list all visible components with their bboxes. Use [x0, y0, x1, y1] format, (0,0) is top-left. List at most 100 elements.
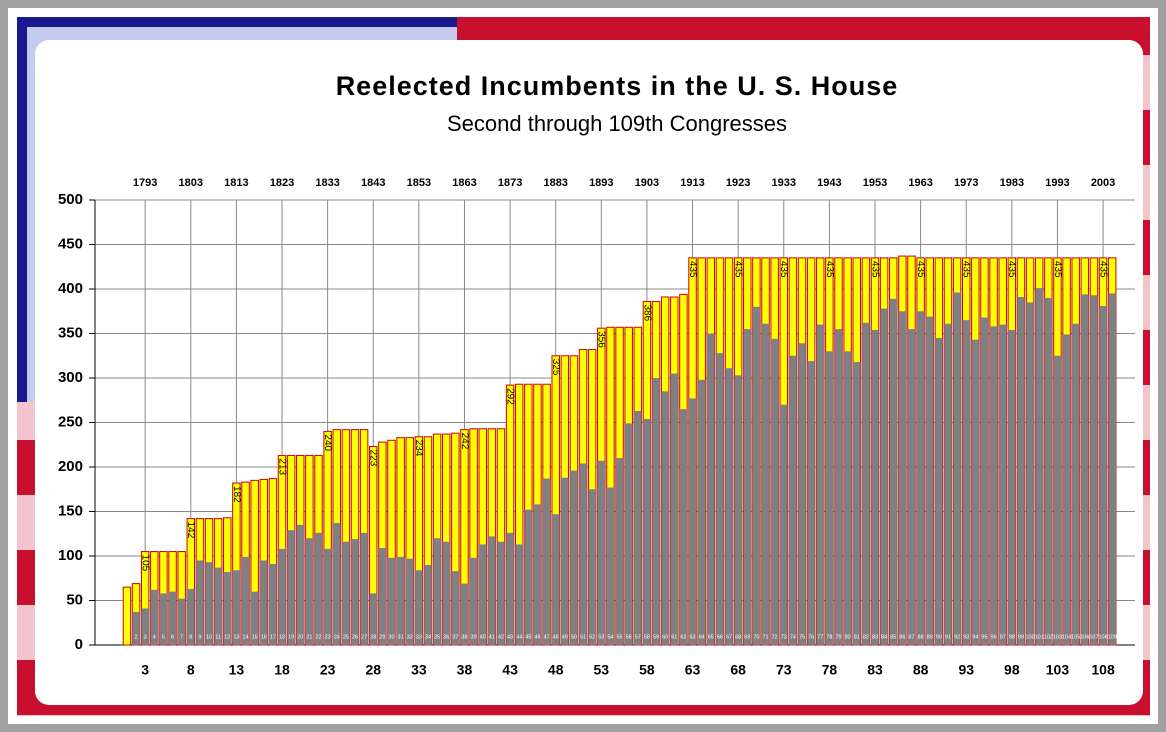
bar-number: 90: [936, 634, 942, 640]
value-label: 213: [276, 458, 287, 475]
bar: [1072, 324, 1079, 645]
bar: [917, 311, 924, 645]
bar-number: 101: [1035, 634, 1044, 640]
bar-number: 12: [224, 634, 230, 640]
x-tick-label: 68: [730, 662, 746, 678]
value-label: 435: [915, 261, 926, 278]
value-label: 105: [140, 555, 151, 572]
bar: [588, 489, 595, 645]
value-label: 242: [459, 433, 470, 450]
value-label: 292: [504, 388, 515, 405]
bar: [689, 398, 696, 645]
bar-number: 97: [1000, 634, 1006, 640]
bar: [671, 374, 678, 645]
bar-number: 94: [972, 634, 978, 640]
bar-number: 78: [826, 634, 832, 640]
bar: [835, 329, 842, 645]
bar-number: 62: [680, 634, 686, 640]
bar-number: 23: [325, 634, 331, 640]
bar-number: 11: [215, 634, 221, 640]
bar-number: 89: [927, 634, 933, 640]
y-tick-label: 300: [58, 369, 83, 386]
bar: [360, 533, 367, 645]
bar: [634, 411, 641, 645]
bar-number: 28: [370, 634, 376, 640]
value-label: 435: [733, 261, 744, 278]
x-tick-label: 83: [867, 662, 883, 678]
value-label: 182: [231, 486, 242, 503]
bar: [1108, 293, 1115, 645]
bar-number: 61: [671, 634, 677, 640]
chart-title: Reelected Incumbents in the U. S. House: [336, 71, 899, 101]
bar: [926, 317, 933, 645]
bar: [780, 405, 787, 645]
x2-tick-label: 1903: [635, 177, 659, 189]
y-tick-label: 50: [66, 591, 83, 608]
x2-tick-label: 1833: [315, 177, 339, 189]
bar: [515, 544, 522, 645]
bar-number: 37: [452, 634, 458, 640]
x2-tick-label: 1973: [954, 177, 978, 189]
bar-number: 20: [297, 634, 303, 640]
bar: [616, 458, 623, 645]
x2-tick-label: 1963: [908, 177, 932, 189]
x2-tick-label: 1853: [407, 177, 431, 189]
bar-number: 27: [361, 634, 367, 640]
bar-number: 58: [644, 634, 650, 640]
x-tick-label: 108: [1091, 662, 1115, 678]
bar: [1054, 356, 1061, 645]
bar-number: 103: [1053, 634, 1062, 640]
bar: [853, 362, 860, 645]
bar-number: 39: [471, 634, 477, 640]
y-tick-label: 400: [58, 280, 83, 297]
bar-number: 41: [489, 634, 495, 640]
bar-number: 16: [261, 634, 267, 640]
bar: [1081, 294, 1088, 645]
bar-number: 48: [553, 634, 559, 640]
x-tick-label: 13: [229, 662, 245, 678]
bar: [744, 329, 751, 645]
bar-number: 57: [635, 634, 641, 640]
x-tick-label: 18: [274, 662, 290, 678]
bar-number: 104: [1062, 634, 1071, 640]
bar: [287, 530, 294, 645]
value-label: 435: [869, 261, 880, 278]
bar-number: 108: [1098, 634, 1107, 640]
bar: [570, 471, 577, 645]
bar-number: 68: [735, 634, 741, 640]
bar: [1017, 297, 1024, 645]
bar-number: 96: [991, 634, 997, 640]
x2-tick-label: 1983: [1000, 177, 1024, 189]
bar: [899, 311, 906, 645]
bar-number: 31: [398, 634, 404, 640]
x-tick-label: 78: [822, 662, 838, 678]
bar-number: 73: [781, 634, 787, 640]
bar-number: 50: [571, 634, 577, 640]
bar-number: 65: [708, 634, 714, 640]
bar: [844, 351, 851, 645]
bar: [762, 324, 769, 645]
bar-number: 105: [1071, 634, 1080, 640]
bar: [625, 423, 632, 645]
bar-number: 1: [125, 634, 128, 640]
value-label: 435: [824, 261, 835, 278]
bar: [1099, 306, 1106, 645]
x-tick-label: 98: [1004, 662, 1020, 678]
bar: [962, 320, 969, 645]
chart: Reelected Incumbents in the U. S. House …: [0, 0, 1166, 732]
bar: [205, 562, 212, 645]
bar-number: 85: [890, 634, 896, 640]
bar: [278, 549, 285, 645]
value-label: 223: [368, 450, 379, 467]
bar: [680, 409, 687, 645]
bar-number: 34: [425, 634, 431, 640]
bar: [242, 557, 249, 645]
bar-number: 100: [1025, 634, 1034, 640]
bar: [214, 568, 221, 645]
bar: [342, 542, 349, 645]
bar: [862, 323, 869, 645]
x-tick-label: 3: [141, 662, 149, 678]
bar-number: 53: [598, 634, 604, 640]
bar-number: 49: [562, 634, 568, 640]
bar: [771, 339, 778, 645]
